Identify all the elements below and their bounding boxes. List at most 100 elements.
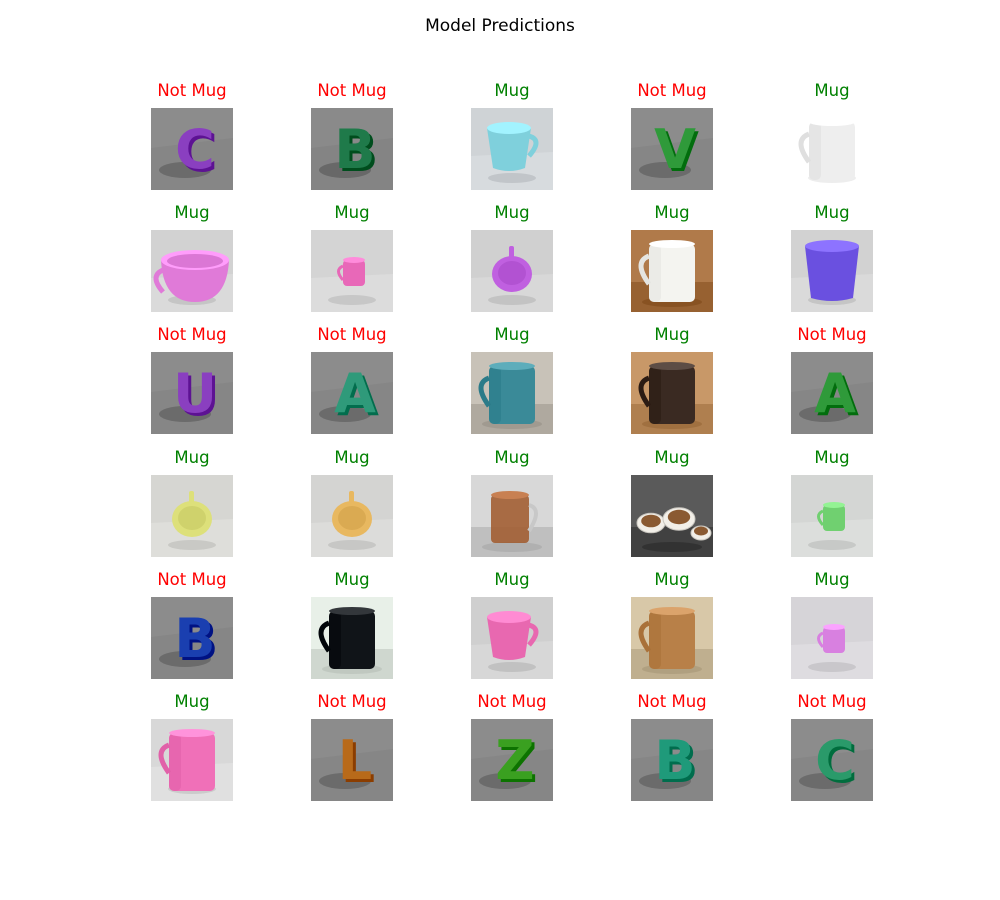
prediction-label: Mug — [494, 325, 530, 344]
sample-image — [631, 597, 713, 679]
svg-text:V: V — [657, 121, 699, 184]
prediction-cell: Mug — [452, 202, 572, 312]
sample-image — [471, 230, 553, 312]
prediction-cell: Mug — [292, 447, 412, 557]
prediction-label: Not Mug — [157, 81, 227, 100]
svg-text:B: B — [334, 118, 375, 181]
sample-image — [631, 230, 713, 312]
prediction-label: Not Mug — [797, 325, 867, 344]
prediction-cell: Mug — [132, 202, 252, 312]
prediction-label: Mug — [494, 570, 530, 589]
prediction-label: Mug — [654, 448, 690, 467]
prediction-cell: Mug — [292, 569, 412, 679]
sample-image — [791, 108, 873, 190]
sample-image — [311, 230, 393, 312]
svg-text:A: A — [817, 365, 859, 428]
prediction-cell: Mug — [612, 324, 732, 434]
prediction-label: Not Mug — [477, 692, 547, 711]
prediction-cell: Not Mug C C — [772, 691, 892, 801]
prediction-label: Mug — [174, 448, 210, 467]
sample-image — [151, 230, 233, 312]
svg-text:Z: Z — [495, 729, 534, 792]
prediction-label: Not Mug — [317, 692, 387, 711]
svg-text:L: L — [341, 732, 375, 795]
prediction-label: Not Mug — [317, 325, 387, 344]
svg-text:B: B — [654, 729, 695, 792]
sample-image — [311, 475, 393, 557]
prediction-cell: Not Mug A A — [772, 324, 892, 434]
prediction-label: Mug — [654, 570, 690, 589]
svg-text:B: B — [337, 121, 378, 184]
svg-text:Z: Z — [498, 732, 537, 795]
prediction-label: Mug — [494, 81, 530, 100]
prediction-label: Mug — [334, 203, 370, 222]
prediction-label: Not Mug — [797, 692, 867, 711]
svg-text:C: C — [818, 732, 858, 795]
prediction-cell: Not Mug B B — [292, 80, 412, 190]
prediction-label: Not Mug — [637, 692, 707, 711]
prediction-label: Mug — [334, 448, 370, 467]
prediction-label: Mug — [494, 203, 530, 222]
prediction-label: Mug — [334, 570, 370, 589]
sample-image — [471, 352, 553, 434]
prediction-cell: Not Mug B B — [132, 569, 252, 679]
prediction-cell: Mug — [772, 569, 892, 679]
svg-text:A: A — [814, 362, 856, 425]
sample-image — [791, 597, 873, 679]
svg-text:C: C — [815, 729, 855, 792]
prediction-label: Not Mug — [157, 325, 227, 344]
prediction-label: Mug — [814, 570, 850, 589]
prediction-cell: Mug — [132, 447, 252, 557]
sample-image — [791, 475, 873, 557]
sample-image — [631, 475, 713, 557]
prediction-label: Mug — [174, 203, 210, 222]
prediction-cell: Not Mug U U — [132, 324, 252, 434]
prediction-cell: Not Mug V V — [612, 80, 732, 190]
prediction-cell: Not Mug C C — [132, 80, 252, 190]
prediction-label: Mug — [814, 448, 850, 467]
prediction-cell: Mug — [772, 447, 892, 557]
svg-text:L: L — [338, 729, 372, 792]
prediction-label: Mug — [814, 81, 850, 100]
prediction-cell: Mug — [452, 569, 572, 679]
prediction-cell: Mug — [452, 80, 572, 190]
prediction-label: Mug — [174, 692, 210, 711]
svg-text:B: B — [177, 610, 218, 673]
svg-text:U: U — [176, 365, 220, 428]
sample-image — [471, 108, 553, 190]
prediction-label: Mug — [654, 325, 690, 344]
prediction-cell: Not Mug Z Z — [452, 691, 572, 801]
prediction-label: Mug — [494, 448, 530, 467]
svg-text:B: B — [657, 732, 698, 795]
sample-image — [471, 597, 553, 679]
prediction-label: Not Mug — [157, 570, 227, 589]
prediction-cell: Mug — [452, 447, 572, 557]
prediction-label: Not Mug — [317, 81, 387, 100]
prediction-cell: Mug — [132, 691, 252, 801]
svg-text:V: V — [654, 118, 696, 181]
prediction-cell: Mug — [772, 80, 892, 190]
prediction-cell: Mug — [612, 569, 732, 679]
prediction-label: Mug — [654, 203, 690, 222]
prediction-cell: Mug — [452, 324, 572, 434]
svg-text:C: C — [178, 121, 218, 184]
sample-image — [631, 352, 713, 434]
svg-text:A: A — [337, 365, 379, 428]
svg-text:C: C — [175, 118, 215, 181]
prediction-cell: Mug — [612, 447, 732, 557]
sample-image — [311, 597, 393, 679]
prediction-cell: Mug — [772, 202, 892, 312]
sample-image — [151, 719, 233, 801]
prediction-cell: Mug — [612, 202, 732, 312]
